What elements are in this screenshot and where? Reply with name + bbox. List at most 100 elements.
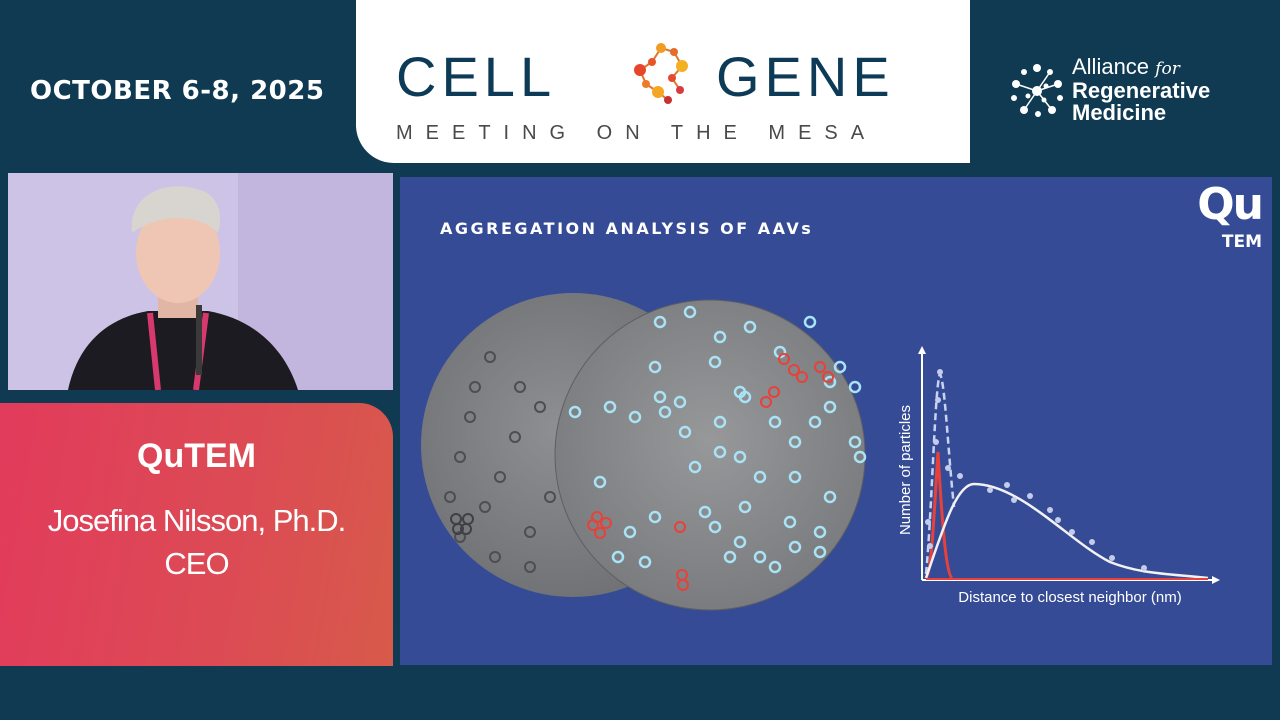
particle	[853, 450, 867, 464]
particle	[544, 491, 556, 503]
particle	[753, 470, 767, 484]
qutem-logo-bottom: TEM	[1221, 232, 1262, 252]
alliance-logo: Alliance for Regenerative Medicine	[1008, 56, 1248, 128]
aggregate	[822, 371, 834, 383]
particle	[708, 355, 722, 369]
histogram-x-label: Distance to closest neighbor (nm)	[958, 589, 1181, 606]
particle	[683, 305, 697, 319]
particle	[708, 520, 722, 534]
particle	[848, 435, 862, 449]
distance-histogram: Number of particles Distance to closest …	[897, 346, 1220, 606]
aggregate	[591, 511, 603, 523]
alliance-line3: Medicine	[1072, 100, 1167, 125]
particle	[653, 390, 667, 404]
particle	[713, 415, 727, 429]
speaker-company: QuTEM	[137, 437, 256, 475]
qutem-logo: Qu TEM	[1170, 179, 1264, 257]
particle	[808, 415, 822, 429]
particle	[713, 330, 727, 344]
particle	[509, 431, 521, 443]
particle	[678, 425, 692, 439]
particle	[803, 315, 817, 329]
particle	[823, 490, 837, 504]
particle	[568, 405, 582, 419]
particle	[673, 395, 687, 409]
particle	[628, 410, 642, 424]
particle	[788, 435, 802, 449]
particle	[611, 550, 625, 564]
speaker-name-card: QuTEM Josefina Nilsson, Ph.D. CEO	[0, 403, 393, 666]
particle	[768, 560, 782, 574]
aggregate	[814, 361, 826, 373]
particle	[479, 501, 491, 513]
aggregate	[594, 527, 606, 539]
cell-gene-logo: CELL GENE MEETING ON THE MESA	[356, 0, 970, 163]
particle	[464, 411, 476, 423]
particle	[469, 381, 481, 393]
aggregate-curve	[924, 451, 954, 580]
histogram-y-label: Number of particles	[897, 405, 914, 535]
particle	[753, 550, 767, 564]
particle	[823, 400, 837, 414]
particle	[462, 513, 474, 525]
alliance-line1: Alliance	[1072, 54, 1150, 79]
aggregate	[768, 386, 780, 398]
particle	[783, 515, 797, 529]
particle	[768, 415, 782, 429]
particle	[603, 400, 617, 414]
particle	[653, 315, 667, 329]
aggregate	[760, 396, 772, 408]
presentation-slide: AGGREGATION ANALYSIS OF AAVs Qu TEM	[400, 177, 1272, 665]
particle	[494, 471, 506, 483]
particle	[524, 561, 536, 573]
particle	[848, 380, 862, 394]
logo-word-gene: GENE	[716, 45, 895, 108]
particle	[738, 500, 752, 514]
micrograph-right	[554, 299, 866, 611]
particle	[788, 540, 802, 554]
particle	[813, 525, 827, 539]
particle	[454, 451, 466, 463]
speaker-title: CEO	[164, 546, 229, 581]
particle	[648, 360, 662, 374]
logo-word-cell: CELL	[396, 45, 557, 108]
event-date: OCTOBER 6-8, 2025	[30, 76, 325, 106]
particle	[733, 535, 747, 549]
micrograph-images	[421, 293, 867, 611]
particle	[648, 510, 662, 524]
slide-title: AGGREGATION ANALYSIS OF AAVs	[440, 219, 814, 238]
particle	[593, 475, 607, 489]
particle	[534, 401, 546, 413]
logo-subtitle: MEETING ON THE MESA	[396, 122, 878, 144]
particle	[733, 385, 747, 399]
aggregate	[674, 521, 686, 533]
particle	[489, 551, 501, 563]
particle	[454, 531, 466, 543]
particle	[484, 351, 496, 363]
particle	[524, 526, 536, 538]
speaker-video	[8, 173, 393, 390]
alliance-for: for	[1155, 59, 1180, 79]
aggregate	[778, 353, 790, 365]
particle	[723, 550, 737, 564]
molecule-icon	[634, 43, 688, 104]
speaker-silhouette	[8, 173, 393, 390]
alliance-dots-icon	[1011, 64, 1063, 117]
particle	[623, 525, 637, 539]
fitted-curve	[924, 482, 1209, 580]
particle	[713, 445, 727, 459]
particle	[452, 523, 464, 535]
particle	[788, 470, 802, 484]
particle	[638, 555, 652, 569]
qutem-logo-top: Qu	[1197, 179, 1264, 230]
particle	[698, 505, 712, 519]
particle	[444, 491, 456, 503]
aggregate	[676, 569, 688, 581]
aggregate	[600, 517, 612, 529]
aggregate	[796, 371, 808, 383]
particle	[813, 545, 827, 559]
particle	[743, 320, 757, 334]
reference-dashed-curve	[924, 371, 956, 575]
particle	[833, 360, 847, 374]
particle	[733, 450, 747, 464]
